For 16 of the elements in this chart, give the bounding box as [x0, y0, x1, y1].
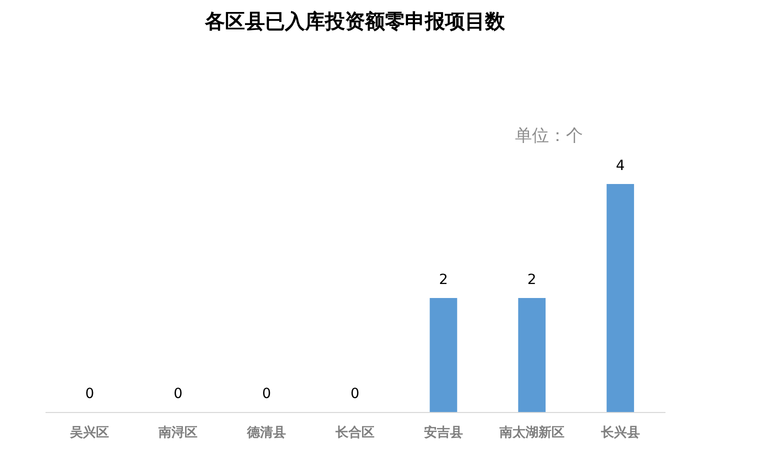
x-tick-label: 南浔区: [158, 426, 198, 440]
x-tick-label: 安吉县: [424, 424, 463, 440]
x-tick-label: 长合区: [334, 424, 374, 440]
x-tick-label: 吴兴区: [69, 424, 110, 440]
chart-title: 各区县已入库投资额零申报项目数: [204, 9, 506, 33]
x-tick-label: 南太湖新区: [498, 424, 564, 440]
text: 单位：个: [515, 126, 583, 146]
data-label: 2: [527, 272, 536, 288]
data-label: 0: [85, 386, 94, 402]
x-tick-label: 长兴县: [600, 424, 640, 440]
data-label: 0: [350, 386, 360, 402]
data-label: 2: [438, 272, 448, 288]
data-label: 0: [174, 386, 183, 402]
data-label: 0: [262, 386, 272, 402]
x-tick-label: 德清县: [246, 426, 286, 440]
data-label: 4: [616, 158, 625, 174]
